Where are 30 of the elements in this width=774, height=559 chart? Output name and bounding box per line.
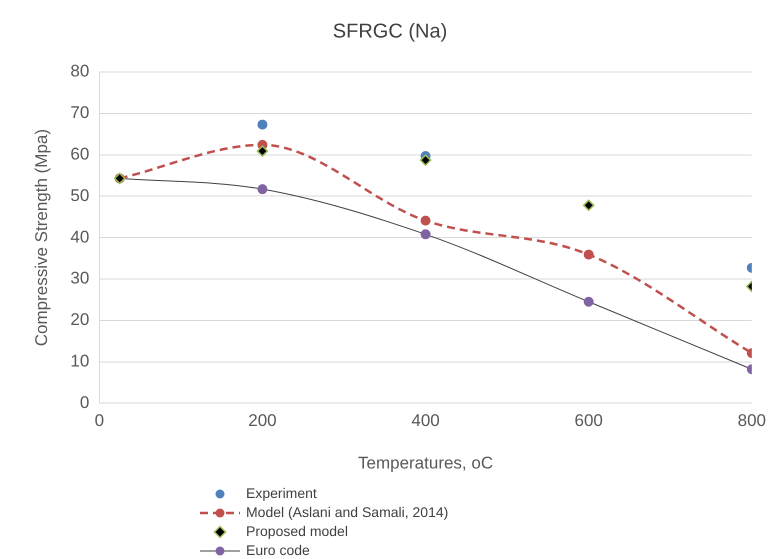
y-axis-title: Compressive Strength (Mpa): [32, 128, 51, 346]
point: [584, 296, 594, 307]
y-tick-label: 0: [80, 392, 90, 412]
x-tick-label: 600: [574, 411, 603, 430]
point: [420, 154, 432, 166]
y-tick-label: 80: [70, 62, 90, 81]
y-tick-label: 20: [70, 310, 90, 330]
chart-title: SFRGC (Na): [332, 20, 448, 43]
legend-label: Euro code: [246, 541, 310, 559]
x-tick-label: 0: [94, 411, 104, 430]
point: [420, 229, 431, 240]
y-tick-label: 40: [70, 227, 90, 246]
legend-label: Proposed model: [246, 522, 348, 541]
point: [420, 216, 431, 226]
point: [257, 184, 268, 194]
point: [257, 120, 268, 130]
x-axis-title: Temperatures, oC: [358, 453, 494, 472]
y-tick-label: 10: [70, 351, 90, 370]
x-tick-label: 400: [411, 411, 440, 430]
y-tick-label: 60: [70, 144, 90, 164]
y-tick-label: 70: [70, 103, 90, 122]
legend-label: Model (Aslani and Samali, 2014): [246, 503, 448, 522]
point: [584, 250, 594, 260]
point: [582, 200, 594, 212]
y-tick-label: 30: [70, 268, 90, 288]
point: [256, 145, 268, 157]
x-tick-label: 800: [738, 411, 766, 430]
legend-label: Experiment: [246, 484, 317, 503]
x-tick-label: 200: [248, 411, 277, 430]
y-tick-label: 50: [70, 186, 90, 205]
